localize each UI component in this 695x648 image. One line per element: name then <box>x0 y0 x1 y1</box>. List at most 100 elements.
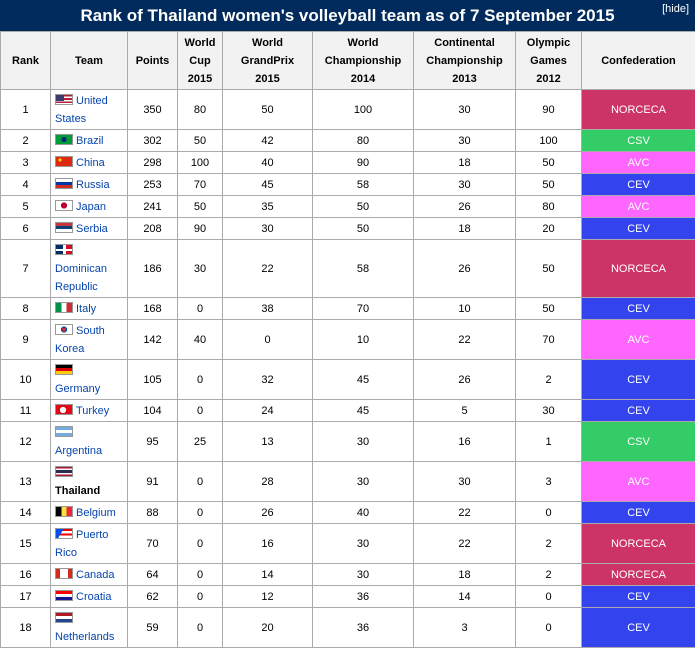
confederation-cell: CEV <box>582 360 695 400</box>
team-name-link[interactable]: Japan <box>76 201 106 213</box>
world-grandprix-cell: 20 <box>223 608 313 648</box>
world-cup-cell: 0 <box>178 502 223 524</box>
team-name-link[interactable]: Puerto <box>76 529 108 541</box>
team-name-link[interactable]: Croatia <box>76 591 111 603</box>
world-cup-cell: 0 <box>178 524 223 564</box>
olympic-games-cell: 1 <box>516 422 582 462</box>
header-confederation[interactable]: Confederation <box>582 32 695 90</box>
team-name-link[interactable]: Germany <box>55 383 100 395</box>
continental-championship-cell: 18 <box>414 152 516 174</box>
confederation-cell: AVC <box>582 462 695 502</box>
team-name-link[interactable]: South <box>76 325 105 337</box>
hide-link[interactable]: hide <box>665 3 686 15</box>
team-cell: Belgium <box>51 502 128 524</box>
rank-cell: 2 <box>1 130 51 152</box>
confederation-cell: AVC <box>582 196 695 218</box>
team-cell: Thailand <box>51 462 128 502</box>
confederation-cell: NORCECA <box>582 564 695 586</box>
team-name-link[interactable]: United <box>76 95 108 107</box>
team-cell: Brazil <box>51 130 128 152</box>
world-cup-cell: 50 <box>178 196 223 218</box>
world-cup-cell: 90 <box>178 218 223 240</box>
team-name-link[interactable]: Dominican <box>55 263 107 275</box>
team-name-link[interactable]: Italy <box>76 303 96 315</box>
team-name-link[interactable]: Brazil <box>76 135 104 147</box>
world-grandprix-cell: 24 <box>223 400 313 422</box>
team-name-link[interactable]: Rico <box>55 547 77 559</box>
team-cell: Turkey <box>51 400 128 422</box>
flag-ca-icon <box>55 568 73 579</box>
header-points[interactable]: Points <box>128 32 178 90</box>
world-championship-cell: 45 <box>313 400 414 422</box>
world-grandprix-cell: 0 <box>223 320 313 360</box>
flag-br-icon <box>55 134 73 145</box>
flag-it-icon <box>55 302 73 313</box>
olympic-games-cell: 2 <box>516 564 582 586</box>
world-championship-cell: 80 <box>313 130 414 152</box>
world-cup-cell: 80 <box>178 90 223 130</box>
points-cell: 208 <box>128 218 178 240</box>
team-name-link[interactable]: Argentina <box>55 445 102 457</box>
team-cell: Japan <box>51 196 128 218</box>
team-name-link[interactable]: States <box>55 113 86 125</box>
header-rank[interactable]: Rank <box>1 32 51 90</box>
world-cup-cell: 0 <box>178 400 223 422</box>
world-grandprix-cell: 32 <box>223 360 313 400</box>
header-team[interactable]: Team <box>51 32 128 90</box>
team-name-link[interactable]: Canada <box>76 569 115 581</box>
world-championship-cell: 30 <box>313 422 414 462</box>
olympic-games-cell: 70 <box>516 320 582 360</box>
team-name-link[interactable]: Republic <box>55 281 98 293</box>
team-name-link[interactable]: Korea <box>55 343 84 355</box>
team-name-link[interactable]: China <box>76 157 105 169</box>
world-cup-cell: 40 <box>178 320 223 360</box>
world-cup-cell: 0 <box>178 360 223 400</box>
confederation-cell: AVC <box>582 152 695 174</box>
flag-pr-icon <box>55 528 73 539</box>
rank-cell: 7 <box>1 240 51 298</box>
team-name-link: Thailand <box>55 485 100 497</box>
hide-toggle[interactable]: [hide] <box>662 3 689 15</box>
team-cell: Italy <box>51 298 128 320</box>
team-cell: Serbia <box>51 218 128 240</box>
rank-cell: 18 <box>1 608 51 648</box>
team-name-link[interactable]: Turkey <box>76 405 109 417</box>
team-cell: Germany <box>51 360 128 400</box>
team-name-link[interactable]: Russia <box>76 179 110 191</box>
flag-kr-icon <box>55 324 73 335</box>
flag-be-icon <box>55 506 73 517</box>
team-name-link[interactable]: Serbia <box>76 223 108 235</box>
team-cell: Argentina <box>51 422 128 462</box>
rank-cell: 8 <box>1 298 51 320</box>
points-cell: 91 <box>128 462 178 502</box>
team-name-link[interactable]: Belgium <box>76 507 116 519</box>
rank-cell: 5 <box>1 196 51 218</box>
confederation-cell: CEV <box>582 608 695 648</box>
team-cell: Puerto Rico <box>51 524 128 564</box>
continental-championship-cell: 16 <box>414 422 516 462</box>
continental-championship-cell: 22 <box>414 524 516 564</box>
confederation-cell: CEV <box>582 400 695 422</box>
continental-championship-cell: 10 <box>414 298 516 320</box>
points-cell: 95 <box>128 422 178 462</box>
rank-cell: 4 <box>1 174 51 196</box>
team-name-link[interactable]: Netherlands <box>55 631 114 643</box>
points-cell: 298 <box>128 152 178 174</box>
continental-championship-cell: 18 <box>414 564 516 586</box>
world-grandprix-cell: 38 <box>223 298 313 320</box>
olympic-games-cell: 50 <box>516 240 582 298</box>
olympic-games-cell: 0 <box>516 586 582 608</box>
continental-championship-cell: 26 <box>414 240 516 298</box>
